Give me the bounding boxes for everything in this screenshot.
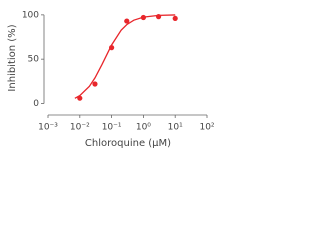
data-point (140, 14, 146, 21)
page: {"chart_data": { "type": "scatter", "x_l… (0, 0, 220, 158)
y-tick-label: 100 (22, 10, 39, 20)
data-point (155, 14, 162, 20)
y-tick-label: 50 (28, 55, 40, 65)
x-tick-label: 10² (199, 123, 214, 133)
x-tick-label: 10⁻³ (38, 123, 58, 133)
y-axis-label: Inhibition (%) (7, 24, 18, 91)
x-tick-label: 10⁻¹ (102, 123, 122, 133)
data-point (92, 81, 98, 87)
data-point (77, 95, 83, 101)
chart: Inhibition (%) Chloroquine (μM) 0 50 100 10… (7, 10, 215, 149)
y-tick-label: 0 (33, 99, 39, 109)
x-tick-label: 10¹ (168, 123, 183, 133)
data-point (172, 15, 178, 22)
fit-curve (74, 14, 176, 99)
x-tick-label: 10⁻² (70, 123, 90, 133)
x-axis-label: Chloroquine (μM) (85, 138, 171, 149)
x-tick-label: 10⁰ (136, 123, 151, 133)
data-point (109, 45, 115, 51)
data-point (124, 18, 130, 24)
